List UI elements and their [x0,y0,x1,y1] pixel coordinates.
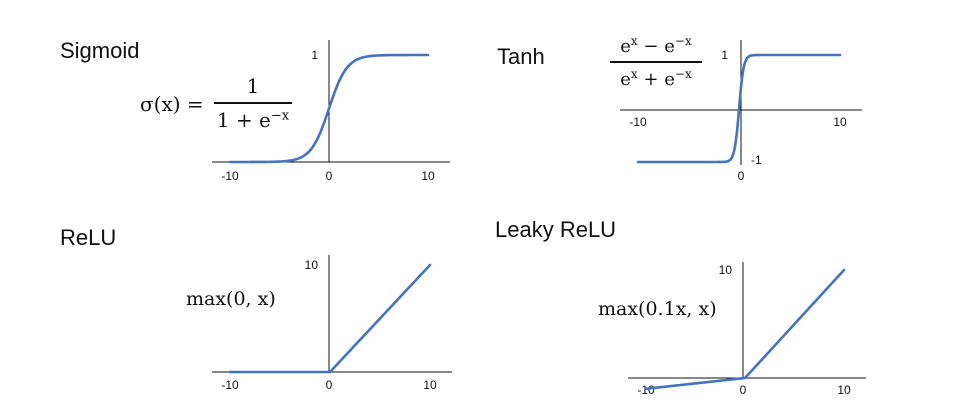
tanh-curve [636,53,842,164]
tanh-denominator: ex + e−x [620,66,692,90]
tanh-numerator: ex − e−x [620,34,692,57]
sigmoid-numerator: 1 [246,74,260,98]
sigmoid-y-tick-label: 1 [311,48,318,62]
relu-x-tick-label: 0 [326,378,333,392]
sigmoid-title: Sigmoid [60,38,140,63]
sigmoid-x-tick-label: 10 [421,169,435,183]
relu-formula: max(0, x) [186,288,276,310]
leaky-y-tick-label: 10 [719,263,733,277]
relu-x-tick-label: -10 [221,378,239,392]
tanh-y-tick-label: 1 [721,48,728,62]
tanh-x-tick-label: 0 [738,169,745,183]
sigmoid-curve [228,53,430,164]
sigmoid-x-tick-label: 0 [326,169,333,183]
tanh-title: Tanh [497,44,545,69]
tanh-y-tick-label: -1 [751,153,762,167]
sigmoid-x-tick-label: -10 [221,169,239,183]
relu-x-tick-label: 10 [423,378,437,392]
sigmoid-fraction: 1 1 + e−x [214,74,292,132]
tanh-x-tick-label: 10 [833,115,847,129]
leaky-x-tick-label: 10 [837,383,851,397]
sigmoid-denominator: 1 + e−x [216,107,290,132]
sigmoid-formula-lhs: σ(x) = [140,92,204,116]
leaky-relu-title: Leaky ReLU [495,217,617,242]
tanh-x-tick-label: -10 [629,115,647,129]
sigmoid-fraction-bar [214,102,292,104]
relu-title: ReLU [60,225,117,250]
relu-curve [228,263,432,374]
tanh-fraction: ex − e−x ex + e−x [610,34,702,90]
tanh-fraction-bar [610,61,702,63]
leaky-x-tick-label: 0 [740,383,747,397]
leaky-curve [644,268,846,391]
leaky-relu-formula: max(0.1x, x) [598,298,717,320]
relu-y-tick-label: 10 [305,258,319,272]
